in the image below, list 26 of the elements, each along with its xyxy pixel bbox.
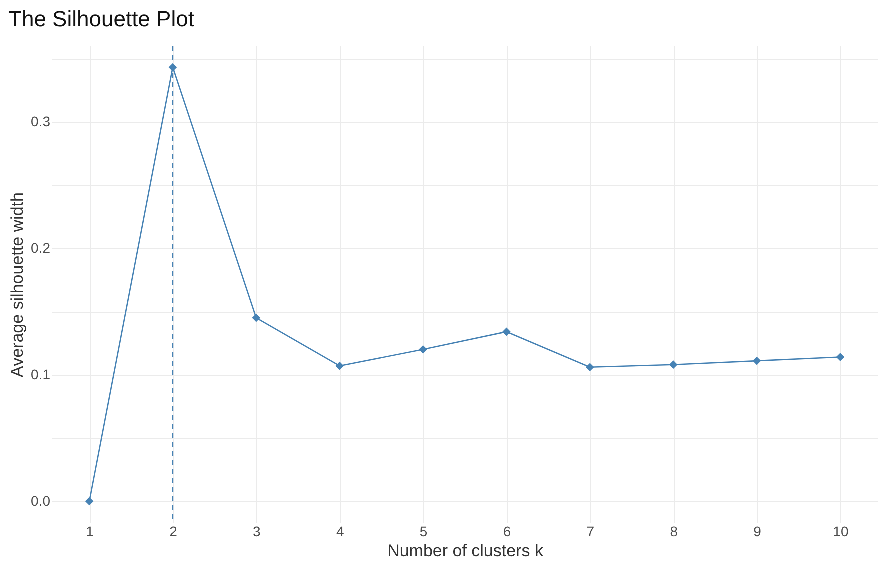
x-tick-label: 8	[670, 524, 678, 540]
point	[252, 314, 261, 322]
point	[752, 356, 762, 366]
y-axis-title: Average silhouette width	[8, 192, 28, 378]
x-tick-label: 7	[586, 524, 595, 540]
point	[836, 353, 845, 362]
x-tick-label: 10	[833, 524, 849, 540]
y-tick-label: 0.3	[31, 113, 51, 130]
point	[85, 497, 94, 506]
y-tick-label: 0.2	[31, 240, 51, 256]
x-axis-title: Number of clusters k	[388, 542, 544, 560]
point	[669, 360, 678, 370]
point	[336, 362, 344, 370]
x-tick-label: 3	[253, 524, 262, 540]
y-tick-label: 0.0	[31, 492, 51, 509]
point	[502, 328, 511, 336]
chart-title: The Silhouette Plot	[8, 6, 194, 32]
x-tick-label: 9	[754, 524, 762, 540]
point	[419, 345, 428, 354]
x-tick-label: 1	[86, 524, 94, 540]
x-tick-label: 2	[170, 524, 178, 540]
y-tick-label: 0.1	[31, 366, 51, 382]
x-tick-label: 6	[503, 524, 512, 540]
x-tick-label: 4	[336, 524, 344, 540]
point	[586, 363, 594, 372]
x-tick-label: 5	[420, 524, 428, 540]
